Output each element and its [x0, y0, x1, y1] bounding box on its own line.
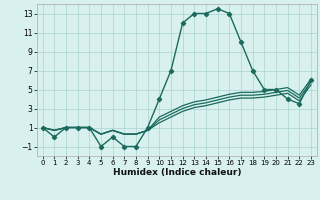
- X-axis label: Humidex (Indice chaleur): Humidex (Indice chaleur): [113, 168, 241, 177]
